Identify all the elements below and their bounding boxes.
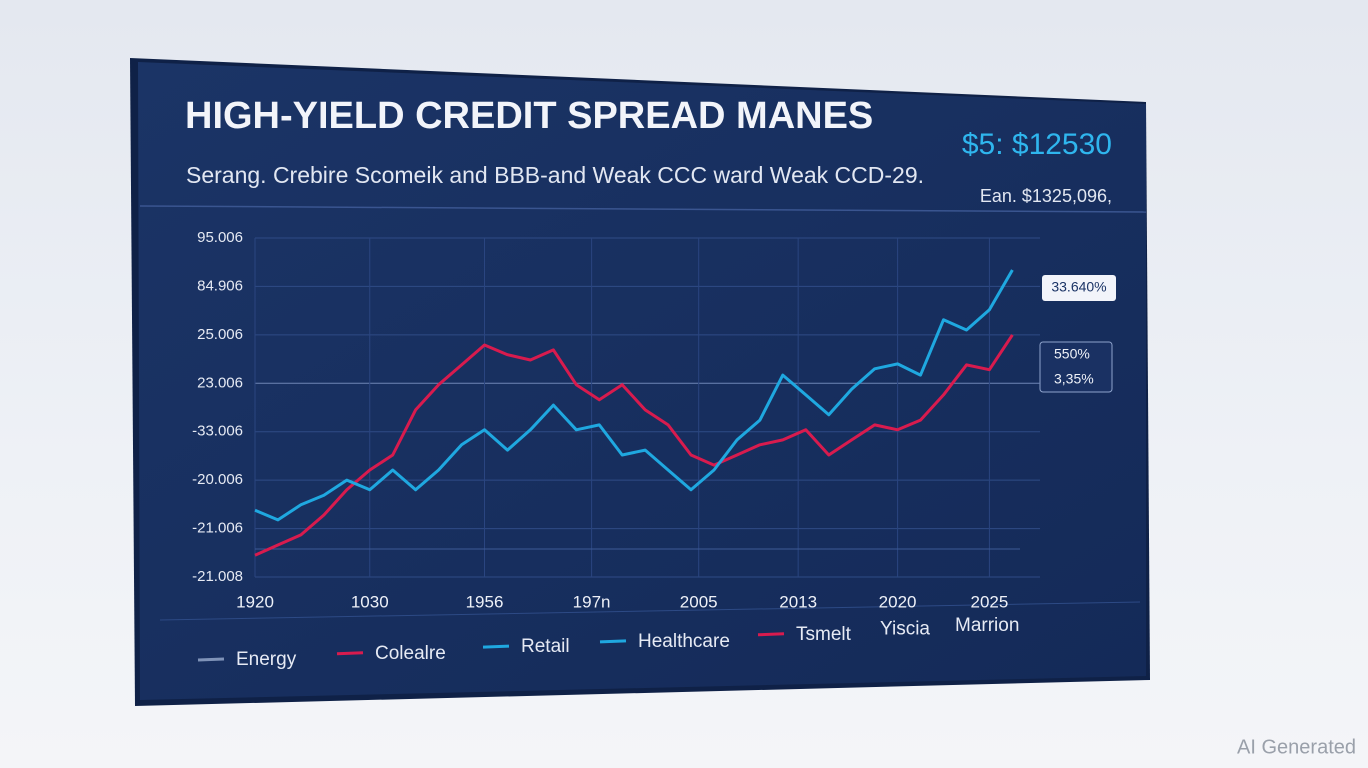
callout-label: 3,35% xyxy=(1054,371,1094,387)
legend-swatch xyxy=(336,651,364,656)
legend-swatch xyxy=(482,644,510,649)
y-tick-label: 23.006 xyxy=(197,374,243,391)
legend-divider xyxy=(159,601,1141,621)
legend-swatch xyxy=(599,639,627,644)
y-tick-label: -21.006 xyxy=(192,520,243,537)
callout-label: 33.640% xyxy=(1051,279,1106,295)
y-tick-label: -21.008 xyxy=(192,568,243,585)
chart-title: HIGH-YIELD CREDIT SPREAD MANES xyxy=(185,95,873,137)
legend-label: Yiscia xyxy=(880,618,930,639)
callout-box xyxy=(1039,341,1113,393)
legend-label: Marrion xyxy=(955,615,1019,636)
y-tick-label: -20.006 xyxy=(192,471,243,488)
x-tick-label: 1920 xyxy=(236,592,274,611)
panel xyxy=(138,62,1146,700)
series-line xyxy=(254,269,1014,522)
legend-label: Tsmelt xyxy=(796,624,852,645)
legend-label: Colealre xyxy=(375,643,446,664)
series-line xyxy=(254,334,1014,557)
legend-label: Healthcare xyxy=(638,631,730,652)
x-tick-label: 197n xyxy=(573,592,611,611)
x-tick-label: 2020 xyxy=(879,592,917,611)
callout-label: 550% xyxy=(1054,346,1090,362)
legend-swatch xyxy=(197,657,225,662)
watermark: AI Generated xyxy=(1237,736,1356,758)
callout-box xyxy=(1042,275,1116,301)
x-tick-label: 2025 xyxy=(970,592,1008,611)
legend-swatch xyxy=(757,632,785,637)
legend-label: Retail xyxy=(521,636,570,657)
legend-label: Energy xyxy=(236,649,297,670)
headline-note: Ean. $1325,096, xyxy=(980,186,1112,206)
x-tick-label: 1030 xyxy=(351,592,389,611)
y-tick-label: 95.006 xyxy=(197,229,243,246)
y-tick-label: 25.006 xyxy=(197,326,243,343)
header-divider xyxy=(139,205,1147,213)
y-tick-label: 84.906 xyxy=(197,277,243,294)
x-tick-label: 1956 xyxy=(466,592,504,611)
chart-subtitle: Serang. Crebire Scomeik and BBB-and Weak… xyxy=(186,162,924,188)
x-tick-label: 2013 xyxy=(779,592,817,611)
y-tick-label: -33.006 xyxy=(192,423,243,440)
headline-value: $5: $12530 xyxy=(962,128,1112,161)
x-tick-label: 2005 xyxy=(680,592,718,611)
